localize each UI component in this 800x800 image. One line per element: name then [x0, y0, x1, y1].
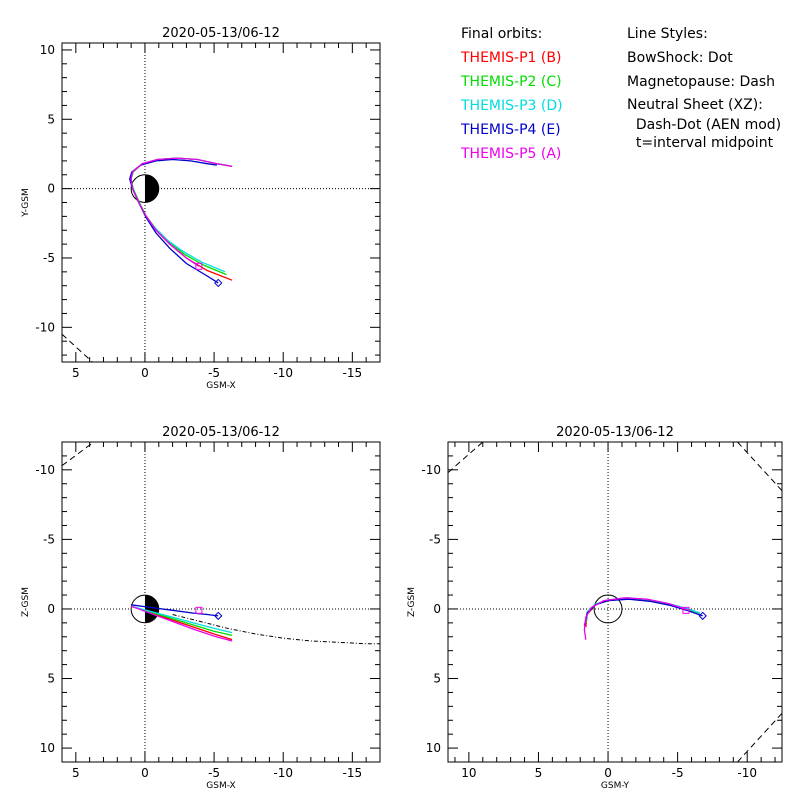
plot-yz-xlabel: GSM-Y	[601, 781, 630, 791]
plot-xz-xtick-label: -5	[208, 766, 220, 780]
legend-styles-title: Line Styles:	[627, 26, 708, 42]
plot-yz-frame	[447, 441, 783, 763]
plot-xz-ytick-label: -5	[43, 532, 55, 546]
legend-style-dash-dot: Dash-Dot (AEN mod)	[627, 117, 782, 133]
plot-xz-xtick-label: 0	[141, 766, 149, 780]
plot-yz-xtick-label: -10	[737, 766, 757, 780]
plot-xz-xtick-label: -10	[273, 766, 293, 780]
plot-xz-ytick-label: 10	[40, 741, 55, 755]
plot-xz-ytick-label: 5	[47, 672, 55, 686]
plot-yz-xtick-label: 0	[604, 766, 612, 780]
plot-yz-title: 2020-05-13/06-12	[556, 425, 674, 440]
plot-xy-xtick-label: 5	[72, 366, 80, 380]
plot-xy-ytick-label: -5	[43, 251, 55, 265]
plot-yz-ytick-label: 10	[426, 741, 441, 755]
plot-xz-magnetopause	[62, 442, 95, 467]
plot-xz-ytick-label: 0	[47, 602, 55, 616]
plot-yz-xtick-label: -5	[672, 766, 684, 780]
plot-xy-xlabel: GSM-X	[206, 381, 235, 391]
plot-yz-ytick-label: 0	[433, 602, 441, 616]
plot-xz-ylabel: Z-GSM	[21, 587, 31, 617]
plot-xy-orbit-5	[130, 157, 233, 267]
plot-xz-title: 2020-05-13/06-12	[162, 425, 280, 440]
legend-line-styles: Line Styles: BowShock: Dot Magnetopause:…	[627, 22, 781, 152]
plot-yz-ytick-label: -10	[421, 463, 441, 477]
plot-xy-end-marker-diamond	[214, 278, 223, 288]
plot-yz-end-marker-diamond	[698, 611, 707, 621]
plot-yz-magnetopause	[737, 712, 782, 762]
legend-probe-p4: THEMIS-P4 (E)	[461, 122, 561, 138]
legend-style-magnetopause: Magnetopause: Dash	[627, 74, 776, 90]
plot-yz-xtick-label: 5	[535, 766, 543, 780]
legend-probe-p5: THEMIS-P5 (A)	[461, 146, 562, 162]
plot-xz-orbit-4	[131, 604, 219, 617]
legend-style-midpoint: t=interval midpoint	[627, 135, 774, 151]
plot-xz-frame	[61, 441, 381, 763]
plot-xz-xtick-label: 5	[72, 766, 80, 780]
plot-xy-magnetopause	[62, 333, 93, 362]
plot-xz-earth-nightside	[144, 595, 159, 623]
plot-yz-magnetopause	[737, 442, 782, 492]
plot-yz-ytick-label: 5	[433, 672, 441, 686]
legend-probe-p3: THEMIS-P3 (D)	[461, 98, 563, 114]
plot-xy-frame	[61, 42, 381, 363]
plot-xz-orbit-5	[130, 605, 233, 642]
legend-orbits-title: Final orbits:	[461, 26, 543, 42]
plot-xz-neutral-sheet	[172, 614, 380, 645]
legend-probe-p1: THEMIS-P1 (B)	[461, 50, 562, 66]
plot-yz-xtick-label: 10	[461, 766, 476, 780]
plot-xy-orbit-4	[129, 158, 219, 284]
plot-xy-earth-nightside	[144, 174, 159, 203]
plot-xy-ytick-label: 5	[47, 112, 55, 126]
legend-style-bowshock: BowShock: Dot	[627, 50, 733, 66]
legend-style-neutral-sheet: Neutral Sheet (XZ):	[627, 97, 763, 113]
plot-xz-orbit-3	[130, 605, 233, 634]
plot-xy-xtick-label: 0	[141, 366, 149, 380]
plot-xy-end-marker-square	[195, 262, 203, 270]
plot-xy-ylabel: Y-GSM	[21, 188, 31, 217]
legend-final-orbits: Final orbits: THEMIS-P1 (B) THEMIS-P2 (C…	[461, 22, 563, 166]
plot-yz-magnetopause	[448, 442, 484, 473]
plot-xy: 2020-05-13/06-12 GSM-X Y-GSM 5 0 -5 -10 -15 -10 -…	[21, 26, 381, 391]
plot-xy-title: 2020-05-13/06-12	[162, 26, 280, 41]
plot-yz-earth	[593, 594, 623, 624]
plot-xz-end-marker-diamond	[214, 611, 223, 621]
plot-xz-xlabel: GSM-X	[206, 781, 235, 791]
plot-xy-ytick-label: -10	[35, 320, 55, 334]
plot-xy-ytick-label: 0	[47, 182, 55, 196]
plot-xy-xtick-label: -5	[208, 366, 220, 380]
plot-xy-xtick-label: -10	[273, 366, 293, 380]
plot-xz: 2020-05-13/06-12 GSM-X Z-GSM 5 0 -5 -10 -15 10 5 0…	[21, 425, 381, 791]
plot-yz: 2020-05-13/06-12 GSM-Y Z-GSM 10 5 0 -5 -10 10 5 0 -…	[407, 425, 783, 791]
plot-yz-ylabel: Z-GSM	[407, 587, 417, 617]
plot-yz-end-marker-square	[682, 606, 690, 614]
plot-yz-orbit-5	[583, 597, 690, 640]
plot-xy-xtick-label: -15	[343, 366, 363, 380]
plot-xy-ytick-label: 10	[40, 43, 55, 57]
plot-xz-ytick-label: -10	[35, 463, 55, 477]
legend-probe-p2: THEMIS-P2 (C)	[461, 74, 562, 90]
plot-yz-ytick-label: -5	[429, 532, 441, 546]
plot-xz-xtick-label: -15	[343, 766, 363, 780]
plot-xz-end-marker-square	[195, 606, 203, 614]
